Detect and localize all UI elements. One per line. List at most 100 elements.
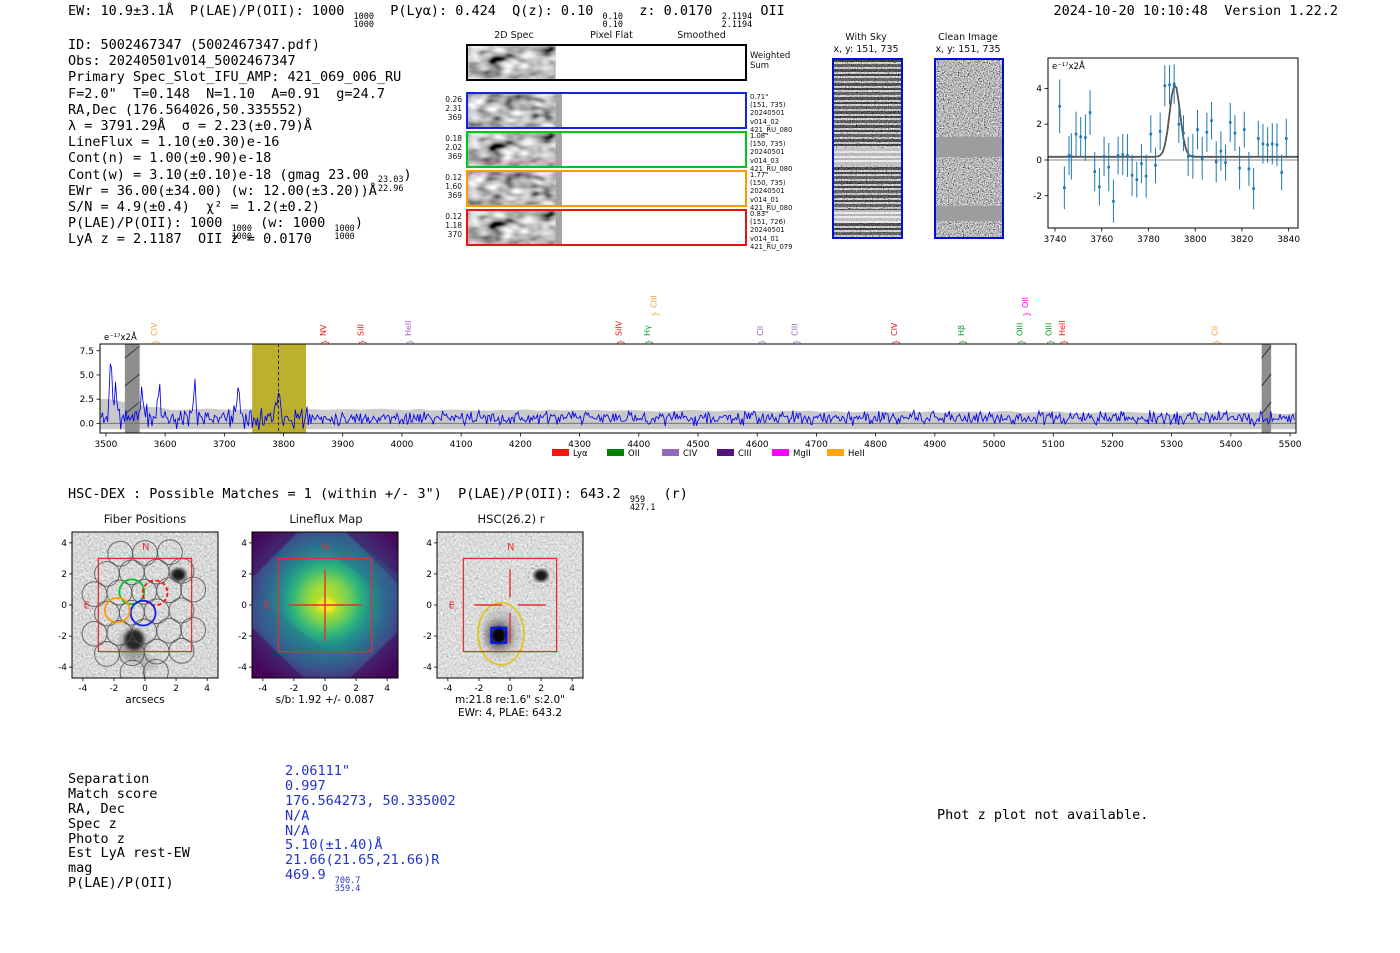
fiber-positions-title: Fiber Positions xyxy=(103,512,187,526)
svg-text:{: { xyxy=(321,339,330,344)
match-value: 0.997 xyxy=(285,777,326,794)
svg-text:2: 2 xyxy=(538,684,544,694)
match-label: mag xyxy=(68,860,93,877)
svg-text:N: N xyxy=(322,542,329,553)
match-value: 5.10(±1.40)Å xyxy=(285,837,383,854)
with-sky-title: With Sky x, y: 151, 735 xyxy=(816,32,916,55)
svg-text:OII: OII xyxy=(1021,297,1030,308)
svg-text:HeII: HeII xyxy=(404,320,413,336)
svg-text:2: 2 xyxy=(173,684,179,694)
svg-text:4100: 4100 xyxy=(450,440,473,450)
svg-text:4600: 4600 xyxy=(746,440,769,450)
svg-text:0: 0 xyxy=(142,684,148,694)
svg-text:{: { xyxy=(359,339,368,344)
spec2d-row-annotation: 0.83" (151, 726) 20240501 v014_01 421_RU_079 xyxy=(750,210,793,251)
svg-text:e⁻¹⁷x2Å: e⁻¹⁷x2Å xyxy=(104,331,137,343)
report-timestamp: 2024-10-20 10:10:48 xyxy=(1053,3,1208,19)
fiber-positions-plot: N E -4 -2 0 2 4 4 2 0 -2 -4 arcsecs xyxy=(58,531,219,706)
svg-text:{: { xyxy=(1023,311,1032,316)
svg-text:3600: 3600 xyxy=(154,440,177,450)
match-value: 2.06111" xyxy=(285,763,351,779)
detection-info-block: ID: 5002467347 (5002467347.pdf) Obs: 202… xyxy=(68,37,412,247)
svg-text:2: 2 xyxy=(353,684,359,694)
svg-text:OIII: OIII xyxy=(1015,323,1024,336)
summary-header: EW: 10.9±3.1Å P(LAE)/P(OII): 1000 1000 10… xyxy=(68,3,785,31)
svg-text:CIV: CIV xyxy=(150,322,159,336)
spec2d-row-stats: 0.18 2.02 369 xyxy=(445,134,462,161)
match-value: N/A xyxy=(285,822,310,839)
svg-text:EWr: 4, PLAE: 643.2: EWr: 4, PLAE: 643.2 xyxy=(458,707,562,719)
svg-text:2.5: 2.5 xyxy=(80,395,94,405)
svg-text:Lyα: Lyα xyxy=(573,449,588,459)
svg-text:0: 0 xyxy=(61,601,67,611)
svg-text:2: 2 xyxy=(426,570,432,580)
info-line-plae: P(LAE)/P(OII): 1000 1000 1000 (w: 1000 10… xyxy=(68,215,363,243)
spec2d-header-smoothed: Smoothed xyxy=(677,30,726,41)
svg-text:E: E xyxy=(84,601,90,612)
svg-text:3700: 3700 xyxy=(213,440,236,450)
svg-text:E: E xyxy=(449,601,455,612)
svg-text:N: N xyxy=(507,542,514,553)
svg-text:{: { xyxy=(1047,339,1056,344)
svg-text:CIV: CIV xyxy=(890,322,899,336)
svg-text:{: { xyxy=(758,339,767,344)
spec2d-row-stats: 0.26 2.31 369 xyxy=(445,95,462,122)
match-label: Photo z xyxy=(68,830,125,847)
spec2d-header-2dspec: 2D Spec xyxy=(494,30,534,41)
match-value: 176.564273, 50.335002 xyxy=(285,792,456,809)
svg-text:4: 4 xyxy=(61,539,67,549)
info-line-lineflux: LineFlux = 1.10(±0.30)e-16 xyxy=(68,134,280,151)
svg-text:4: 4 xyxy=(1036,84,1042,94)
svg-text:CIII: CIII xyxy=(738,449,751,459)
with-sky-title-text: With Sky xyxy=(845,32,887,43)
match-label: Separation xyxy=(68,771,150,787)
svg-text:{: { xyxy=(1017,339,1026,344)
lineflux-map-title: Lineflux Map xyxy=(289,512,363,526)
info-line-id: ID: 5002467347 (5002467347.pdf) xyxy=(68,37,320,53)
masked-gray-band xyxy=(936,206,1002,221)
svg-text:{: { xyxy=(645,339,654,344)
svg-text:HeII: HeII xyxy=(848,449,865,459)
svg-text:{: { xyxy=(959,339,968,344)
svg-text:e⁻¹⁷x2Å: e⁻¹⁷x2Å xyxy=(1052,60,1085,72)
with-sky-subtitle: x, y: 151, 735 xyxy=(833,43,899,55)
match-value: 21.66(21.65,21.66)R xyxy=(285,852,440,869)
svg-text:0.0: 0.0 xyxy=(80,419,95,429)
match-table-labels: Separation Match score RA, Dec Spec z Ph… xyxy=(68,772,190,891)
clean-image xyxy=(934,58,1004,239)
line-fit-plot: 3740 3760 3780 3800 3820 3840 -2 0 2 4 e⁻¹⁷x2Å xyxy=(1033,57,1300,245)
svg-text:3900: 3900 xyxy=(331,440,354,450)
svg-text:5200: 5200 xyxy=(1101,440,1124,450)
spec2d-row xyxy=(466,209,747,246)
svg-text:4: 4 xyxy=(384,684,390,694)
svg-text:-4: -4 xyxy=(58,663,67,673)
svg-text:4900: 4900 xyxy=(923,440,946,450)
svg-text:N: N xyxy=(142,542,149,553)
info-line-obs: Obs: 20240501v014_5002467347 xyxy=(68,53,296,70)
svg-text:4: 4 xyxy=(426,539,432,549)
svg-text:OIII: OIII xyxy=(1045,323,1054,336)
info-line-lambda: λ = 3791.29Å σ = 2.23(±0.79)Å xyxy=(68,117,312,134)
spec2d-row-annotation: 1.08" (150, 735) 20240501 v014_03 421_RU_080 xyxy=(750,132,793,173)
photz-notice: Phot z plot not available. xyxy=(937,807,1149,823)
svg-text:3780: 3780 xyxy=(1137,235,1160,245)
info-line-sn: S/N = 4.9(±0.4) χ² = 1.2(±0.2) xyxy=(68,198,320,215)
match-label: RA, Dec xyxy=(68,800,125,817)
spec2d-row-annotation: Weighted Sum xyxy=(750,51,791,71)
svg-text:4000: 4000 xyxy=(391,440,414,450)
svg-text:0: 0 xyxy=(426,601,432,611)
svg-text:-2: -2 xyxy=(423,632,432,642)
svg-text:5400: 5400 xyxy=(1219,440,1242,450)
spec2d-row xyxy=(466,92,747,129)
info-line-contw: Cont(w) = 3.10(±0.10)e-18 (gmag 23.00 23… xyxy=(68,166,412,194)
svg-text:-2: -2 xyxy=(289,684,298,694)
match-value: N/A xyxy=(285,807,310,824)
svg-text:0: 0 xyxy=(241,601,247,611)
masked-gray-band xyxy=(936,137,1002,157)
svg-text:{: { xyxy=(1212,339,1221,344)
with-sky-image xyxy=(832,58,903,239)
hsc-cutout-title: HSC(26.2) r xyxy=(477,512,545,526)
svg-text:CIII: CIII xyxy=(791,323,800,336)
svg-text:Hγ: Hγ xyxy=(643,325,652,336)
